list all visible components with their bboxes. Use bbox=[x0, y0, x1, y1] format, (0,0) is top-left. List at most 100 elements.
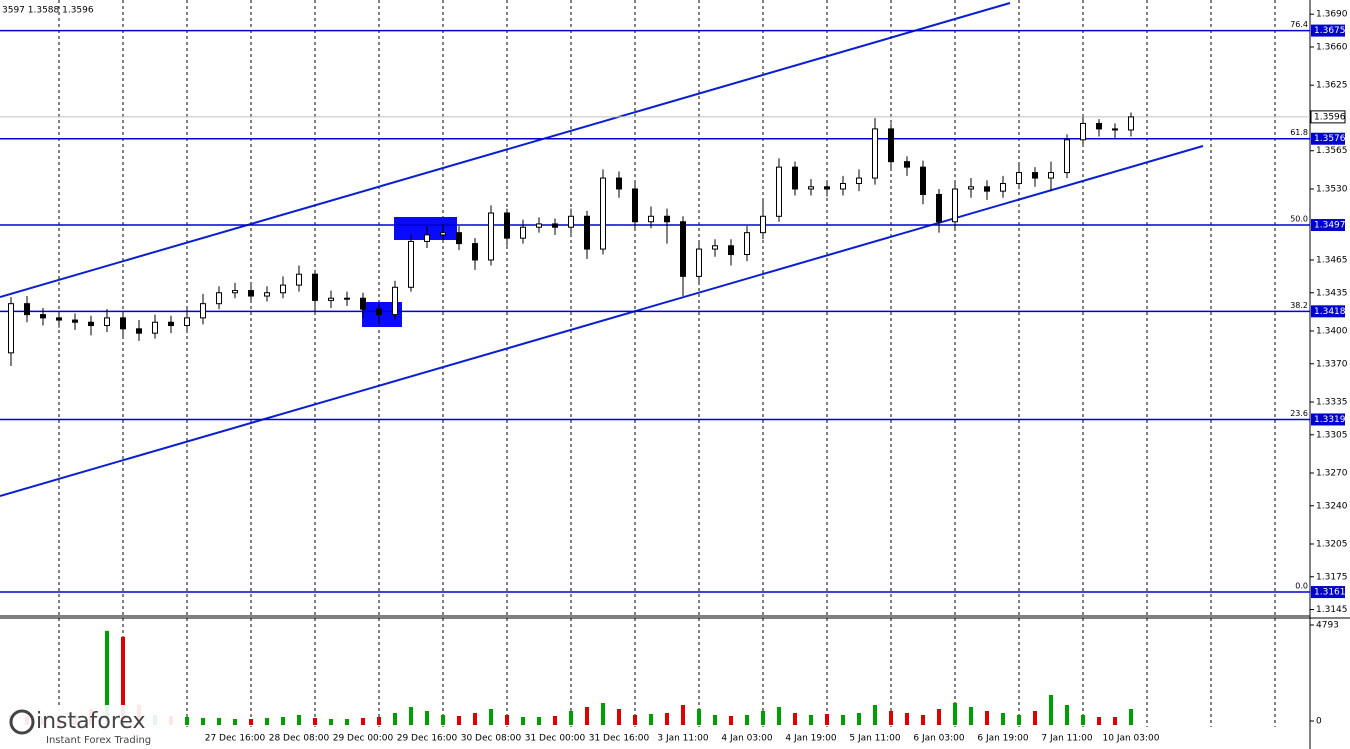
candle-body bbox=[696, 248, 702, 277]
volume-bar bbox=[201, 717, 205, 725]
candle-body bbox=[568, 215, 574, 228]
candle-body bbox=[536, 223, 542, 228]
candle-body bbox=[72, 319, 78, 323]
y-tick-label: 4793 bbox=[1316, 621, 1339, 631]
candle-body bbox=[712, 245, 718, 250]
candle-body bbox=[616, 177, 622, 190]
candle-body bbox=[1016, 172, 1022, 185]
candle-body bbox=[856, 177, 862, 185]
last-price-label: 1.3596 bbox=[1314, 112, 1346, 122]
volume-bar bbox=[697, 708, 701, 725]
candle-body bbox=[680, 221, 686, 277]
volume-bar bbox=[745, 714, 749, 725]
candle-body bbox=[952, 188, 958, 223]
volume-bar bbox=[937, 708, 941, 725]
candle-body bbox=[840, 183, 846, 190]
y-tick-label: 1.3370 bbox=[1316, 359, 1348, 369]
candle-body bbox=[184, 317, 190, 327]
candle-body bbox=[264, 292, 270, 297]
candle-body bbox=[296, 273, 302, 286]
candle-body bbox=[1080, 122, 1086, 141]
watermark-logo bbox=[9, 709, 35, 735]
volume-bar bbox=[793, 712, 797, 725]
fib-price-label: 1.3319 bbox=[1314, 415, 1346, 425]
volume-bar bbox=[505, 714, 509, 725]
volume-bar bbox=[601, 702, 605, 725]
candle-body bbox=[24, 303, 30, 316]
x-tick-label: 5 Jan 11:00 bbox=[849, 734, 901, 744]
fib-level-label: 0.0 bbox=[1295, 582, 1308, 591]
volume-bar bbox=[1081, 714, 1085, 725]
y-tick-label: 1.3530 bbox=[1316, 184, 1348, 194]
candle-body bbox=[328, 297, 334, 301]
volume-bar bbox=[393, 712, 397, 725]
candle-body bbox=[168, 321, 174, 327]
fib-level-label: 50.0 bbox=[1290, 215, 1308, 224]
watermark-bg bbox=[0, 705, 180, 749]
volume-bar bbox=[1065, 704, 1069, 725]
candle-body bbox=[440, 232, 446, 236]
candle-body bbox=[792, 166, 798, 190]
volume-bar bbox=[345, 718, 349, 725]
volume-bar bbox=[649, 713, 653, 725]
fib-price-box bbox=[1311, 586, 1345, 599]
volume-bar bbox=[377, 716, 381, 725]
volume-bar bbox=[889, 710, 893, 725]
volume-bar bbox=[953, 702, 957, 725]
candle-body bbox=[456, 232, 462, 245]
volume-bar bbox=[617, 708, 621, 725]
watermark-tagline: Instant Forex Trading bbox=[46, 735, 151, 746]
candle-body bbox=[552, 223, 558, 228]
volume-bar bbox=[233, 718, 237, 725]
candle-body bbox=[40, 314, 46, 319]
volume-bar bbox=[441, 714, 445, 725]
candle-body bbox=[344, 297, 350, 300]
candle-body bbox=[744, 232, 750, 256]
candle-body bbox=[776, 166, 782, 217]
candle-body bbox=[200, 303, 206, 319]
volume-bar bbox=[553, 715, 557, 725]
fib-price-box bbox=[1311, 24, 1345, 37]
candle-body bbox=[648, 215, 654, 223]
candle-body bbox=[232, 290, 238, 294]
fib-level-label: 61.8 bbox=[1290, 128, 1308, 137]
y-tick-label: 1.3270 bbox=[1316, 468, 1348, 478]
y-tick-label: 1.3660 bbox=[1316, 42, 1348, 52]
volume-bar bbox=[761, 710, 765, 725]
volume-bar bbox=[329, 718, 333, 725]
candle-body bbox=[1000, 183, 1006, 192]
y-tick-label: 1.3565 bbox=[1316, 146, 1348, 156]
x-tick-label: 4 Jan 03:00 bbox=[721, 734, 773, 744]
volume-bar bbox=[585, 706, 589, 725]
volume-bar bbox=[281, 716, 285, 725]
candle-body bbox=[632, 188, 638, 223]
volume-bar bbox=[265, 717, 269, 725]
candle-body bbox=[56, 317, 62, 321]
y-tick-label: 1.3690 bbox=[1316, 10, 1348, 20]
candle-body bbox=[1128, 116, 1134, 131]
candle-body bbox=[1096, 122, 1102, 130]
volume-bar bbox=[121, 636, 125, 725]
candle-body bbox=[824, 186, 830, 190]
volume-bar bbox=[425, 710, 429, 725]
candle-body bbox=[504, 212, 510, 239]
x-tick-label: 3 Jan 11:00 bbox=[657, 734, 709, 744]
fib-level-label: 23.6 bbox=[1290, 409, 1308, 418]
volume-bar bbox=[217, 717, 221, 725]
x-tick-label: 4 Jan 19:00 bbox=[785, 734, 837, 744]
fib-price-label: 1.3576 bbox=[1314, 134, 1346, 144]
volume-bar bbox=[681, 704, 685, 725]
x-tick-label: 31 Dec 00:00 bbox=[525, 734, 586, 744]
candle-body bbox=[1048, 172, 1054, 179]
volume-bar bbox=[105, 630, 109, 725]
candle-body bbox=[120, 317, 126, 330]
fib-price-label: 1.3497 bbox=[1314, 221, 1346, 231]
y-tick-label: 1.3145 bbox=[1316, 605, 1348, 615]
volume-bar bbox=[457, 715, 461, 725]
volume-bar bbox=[185, 716, 189, 725]
x-tick-label: 29 Dec 16:00 bbox=[397, 734, 458, 744]
volume-bar bbox=[1001, 712, 1005, 725]
volume-bar bbox=[1017, 714, 1021, 725]
y-tick-label: 1.3435 bbox=[1316, 288, 1348, 298]
